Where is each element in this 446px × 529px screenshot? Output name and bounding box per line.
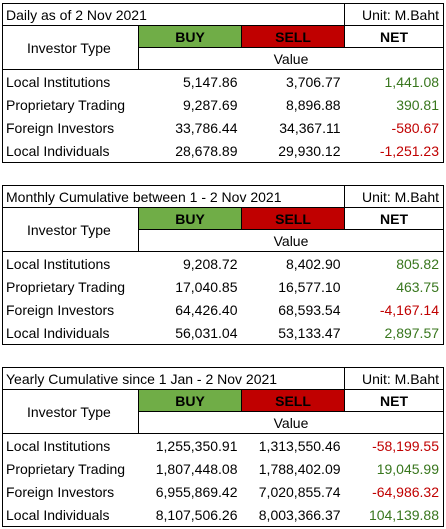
buy-value: 1,807,448.08 [155, 460, 238, 477]
buy-value: 5,147.86 [183, 73, 238, 90]
monthly-net-header: NET [344, 207, 445, 230]
monthly-buy-header: BUY [138, 207, 242, 230]
net-value: 390.81 [344, 93, 445, 116]
net-value: -58,199.55 [344, 433, 445, 457]
investor-name: Foreign Investors [2, 116, 139, 139]
table-row: Foreign Investors 6,955,869.42 7,020,855… [2, 480, 445, 503]
table-row: Local Individuals 8,107,506.26 8,003,366… [2, 503, 445, 527]
net-value: 2,897.57 [344, 321, 445, 345]
buy-value: 17,040.85 [175, 278, 238, 295]
table-row: Proprietary Trading 17,040.85 16,577.10 … [2, 275, 445, 298]
sell-value: 3,706.77 [286, 73, 341, 90]
yearly-sell-header: SELL [240, 389, 346, 412]
investor-name: Proprietary Trading [2, 275, 139, 298]
net-value: 104,139.88 [344, 503, 445, 527]
sell-value: 1,788,402.09 [258, 460, 341, 477]
investor-name: Local Individuals [2, 321, 139, 345]
investor-name: Foreign Investors [2, 298, 139, 321]
daily-investor-type-header: Investor Type [2, 25, 139, 70]
yearly-unit: Unit: M.Baht [344, 367, 445, 390]
daily-table: Daily as of 2 Nov 2021 Unit: M.Baht Inve… [1, 3, 445, 163]
investor-name: Proprietary Trading [2, 93, 139, 116]
sell-value: 8,003,366.37 [241, 503, 345, 527]
sell-value: 34,367.11 [279, 119, 341, 136]
monthly-sell-header: SELL [240, 207, 346, 230]
table-row: Local Institutions 5,147.86 3,706.77 1,4… [2, 69, 445, 93]
buy-value: 6,955,869.42 [155, 483, 238, 500]
monthly-value-header: Value [137, 229, 445, 252]
buy-value: 33,786.44 [175, 119, 238, 136]
table-row: Local Institutions 9,208.72 8,402.90 805… [2, 251, 445, 275]
sell-value: 68,593.54 [278, 301, 341, 318]
net-value: 805.82 [344, 251, 445, 275]
table-row: Local Institutions 1,255,350.91 1,313,55… [2, 433, 445, 457]
monthly-table-grid: Monthly Cumulative between 1 - 2 Nov 202… [1, 185, 445, 345]
investor-name: Local Institutions [2, 251, 139, 275]
table-row: Local Individuals 56,031.04 53,133.47 2,… [2, 321, 445, 345]
daily-unit: Unit: M.Baht [344, 3, 445, 26]
monthly-title: Monthly Cumulative between 1 - 2 Nov 202… [1, 185, 345, 208]
buy-value: 8,107,506.26 [138, 503, 242, 527]
net-value: -1,251.23 [344, 139, 445, 163]
table-row: Proprietary Trading 1,807,448.08 1,788,4… [2, 457, 445, 480]
investor-name: Local Individuals [2, 139, 139, 163]
table-row: Proprietary Trading 9,287.69 8,896.88 39… [2, 93, 445, 116]
investor-name: Foreign Investors [2, 480, 139, 503]
buy-value: 9,208.72 [183, 255, 238, 272]
yearly-value-header: Value [137, 411, 445, 434]
net-value: 463.75 [344, 275, 445, 298]
buy-value: 9,287.69 [183, 96, 238, 113]
daily-buy-header: BUY [138, 25, 242, 48]
monthly-investor-type-header: Investor Type [2, 207, 139, 252]
net-value: -4,167.14 [344, 298, 445, 321]
net-value: -64,986.32 [344, 480, 445, 503]
buy-value: 56,031.04 [138, 321, 242, 345]
net-value: -580.67 [344, 116, 445, 139]
net-value: 19,045.99 [344, 457, 445, 480]
investor-name: Local Institutions [2, 69, 139, 93]
table-row: Local Individuals 28,678.89 29,930.12 -1… [2, 139, 445, 163]
table-row: Foreign Investors 33,786.44 34,367.11 -5… [2, 116, 445, 139]
yearly-net-header: NET [344, 389, 445, 412]
monthly-unit: Unit: M.Baht [344, 185, 445, 208]
sell-value: 1,313,550.46 [258, 437, 341, 454]
buy-value: 64,426.40 [175, 301, 238, 318]
daily-table-grid: Daily as of 2 Nov 2021 Unit: M.Baht Inve… [1, 3, 445, 163]
sell-value: 16,577.10 [278, 278, 341, 295]
net-value: 1,441.08 [344, 69, 445, 93]
daily-value-header: Value [137, 47, 445, 70]
table-row: Foreign Investors 64,426.40 68,593.54 -4… [2, 298, 445, 321]
sell-value: 29,930.12 [241, 139, 345, 163]
sell-value: 7,020,855.74 [258, 483, 341, 500]
yearly-title: Yearly Cumulative since 1 Jan - 2 Nov 20… [1, 367, 345, 390]
yearly-table-grid: Yearly Cumulative since 1 Jan - 2 Nov 20… [1, 367, 445, 527]
sell-value: 53,133.47 [241, 321, 345, 345]
sell-value: 8,402.90 [286, 255, 341, 272]
investor-name: Local Individuals [2, 503, 139, 527]
buy-value: 28,678.89 [138, 139, 242, 163]
yearly-table: Yearly Cumulative since 1 Jan - 2 Nov 20… [1, 367, 445, 527]
yearly-investor-type-header: Investor Type [2, 389, 139, 434]
investor-name: Local Institutions [2, 433, 139, 457]
yearly-buy-header: BUY [138, 389, 242, 412]
monthly-table: Monthly Cumulative between 1 - 2 Nov 202… [1, 185, 445, 345]
sell-value: 8,896.88 [286, 96, 341, 113]
buy-value: 1,255,350.91 [155, 437, 238, 454]
daily-title: Daily as of 2 Nov 2021 [1, 3, 345, 26]
daily-sell-header: SELL [240, 25, 346, 48]
daily-net-header: NET [344, 25, 445, 48]
investor-name: Proprietary Trading [2, 457, 139, 480]
